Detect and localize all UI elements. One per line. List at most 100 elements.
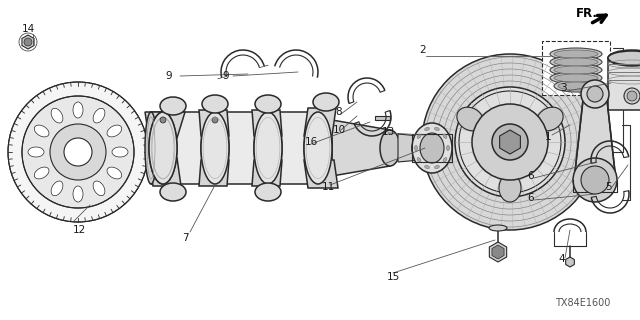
Ellipse shape xyxy=(160,97,186,115)
Text: 3: 3 xyxy=(560,83,566,93)
Polygon shape xyxy=(22,35,34,49)
Ellipse shape xyxy=(112,147,128,157)
Ellipse shape xyxy=(254,112,282,184)
Polygon shape xyxy=(490,242,507,262)
Polygon shape xyxy=(304,108,336,136)
Text: 12: 12 xyxy=(73,225,86,235)
Circle shape xyxy=(24,38,32,46)
Ellipse shape xyxy=(380,130,400,166)
Ellipse shape xyxy=(554,58,598,66)
Circle shape xyxy=(472,104,548,180)
Text: 4: 4 xyxy=(558,254,564,264)
Ellipse shape xyxy=(447,146,449,150)
Polygon shape xyxy=(161,112,334,184)
Polygon shape xyxy=(149,158,181,186)
FancyBboxPatch shape xyxy=(542,41,610,95)
Circle shape xyxy=(587,86,603,102)
Ellipse shape xyxy=(255,95,281,113)
Polygon shape xyxy=(566,257,574,267)
Polygon shape xyxy=(375,116,390,120)
Polygon shape xyxy=(575,100,615,172)
Text: 9: 9 xyxy=(222,71,228,81)
Ellipse shape xyxy=(443,157,447,162)
Ellipse shape xyxy=(435,127,440,131)
Circle shape xyxy=(212,117,218,123)
Ellipse shape xyxy=(107,167,122,179)
Text: 5: 5 xyxy=(605,182,612,192)
Ellipse shape xyxy=(313,93,339,111)
Circle shape xyxy=(160,117,166,123)
Polygon shape xyxy=(398,134,420,162)
Ellipse shape xyxy=(554,50,598,58)
Ellipse shape xyxy=(149,112,177,184)
Circle shape xyxy=(422,54,598,230)
Ellipse shape xyxy=(28,147,44,157)
Circle shape xyxy=(265,117,271,123)
Ellipse shape xyxy=(412,123,452,173)
Polygon shape xyxy=(500,130,520,154)
Ellipse shape xyxy=(201,112,229,184)
Text: 16: 16 xyxy=(305,137,318,147)
Circle shape xyxy=(64,138,92,166)
Ellipse shape xyxy=(415,146,417,150)
Ellipse shape xyxy=(424,127,429,131)
Polygon shape xyxy=(145,112,185,138)
Polygon shape xyxy=(252,160,282,186)
Text: 10: 10 xyxy=(333,125,346,135)
Ellipse shape xyxy=(201,112,229,184)
Ellipse shape xyxy=(304,112,332,184)
Ellipse shape xyxy=(51,108,63,123)
Ellipse shape xyxy=(202,95,228,113)
Ellipse shape xyxy=(73,186,83,202)
Polygon shape xyxy=(332,120,390,176)
Text: 8: 8 xyxy=(335,107,342,117)
Text: FR.: FR. xyxy=(576,7,598,20)
Polygon shape xyxy=(492,245,504,259)
Ellipse shape xyxy=(412,136,428,160)
Polygon shape xyxy=(199,160,229,186)
Ellipse shape xyxy=(255,183,281,201)
Text: 9: 9 xyxy=(165,71,172,81)
Ellipse shape xyxy=(93,108,105,123)
Circle shape xyxy=(581,80,609,108)
Ellipse shape xyxy=(457,107,483,131)
Ellipse shape xyxy=(35,167,49,179)
Ellipse shape xyxy=(254,112,282,184)
Text: 11: 11 xyxy=(322,182,335,192)
Ellipse shape xyxy=(554,66,598,74)
Text: 13: 13 xyxy=(382,127,396,137)
Ellipse shape xyxy=(554,74,598,82)
Ellipse shape xyxy=(489,225,507,231)
Ellipse shape xyxy=(424,165,429,169)
Polygon shape xyxy=(304,160,338,188)
Text: 14: 14 xyxy=(22,24,35,34)
Circle shape xyxy=(624,88,640,104)
Ellipse shape xyxy=(608,50,640,66)
Text: 6: 6 xyxy=(527,171,534,181)
Ellipse shape xyxy=(35,125,49,137)
Circle shape xyxy=(50,124,106,180)
Polygon shape xyxy=(608,58,640,110)
Ellipse shape xyxy=(145,112,157,184)
Ellipse shape xyxy=(536,107,563,131)
Text: 2: 2 xyxy=(419,45,426,55)
Ellipse shape xyxy=(608,51,640,65)
Polygon shape xyxy=(199,110,229,136)
Ellipse shape xyxy=(435,165,440,169)
Circle shape xyxy=(8,82,148,222)
Circle shape xyxy=(455,87,565,197)
Circle shape xyxy=(627,91,637,101)
Ellipse shape xyxy=(93,181,105,196)
Ellipse shape xyxy=(443,134,447,139)
Ellipse shape xyxy=(149,112,177,184)
Ellipse shape xyxy=(550,48,602,60)
Ellipse shape xyxy=(73,102,83,118)
Ellipse shape xyxy=(420,133,444,163)
Text: TX84E1600: TX84E1600 xyxy=(555,298,611,308)
Ellipse shape xyxy=(554,80,598,92)
Circle shape xyxy=(315,117,321,123)
Ellipse shape xyxy=(550,64,602,76)
Ellipse shape xyxy=(160,183,186,201)
Polygon shape xyxy=(252,110,282,136)
Ellipse shape xyxy=(550,72,602,84)
